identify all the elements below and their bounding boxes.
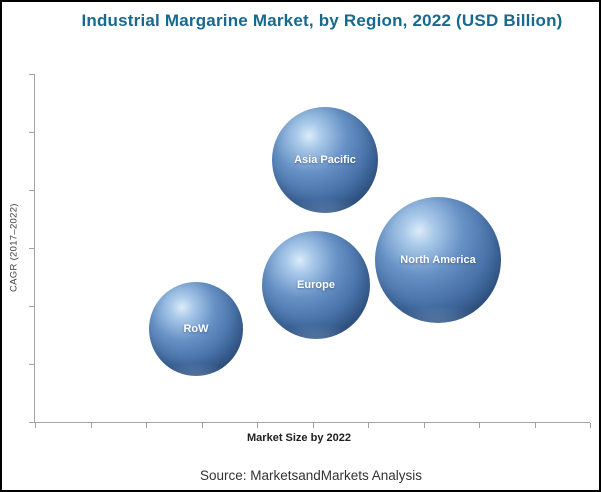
y-axis-line bbox=[34, 74, 35, 422]
bubble-north-america: North America bbox=[375, 197, 501, 323]
y-axis-tick bbox=[29, 190, 34, 191]
x-axis-tick bbox=[368, 423, 369, 428]
x-axis-line bbox=[34, 422, 590, 423]
y-axis-tick bbox=[29, 364, 34, 365]
y-axis-tick bbox=[29, 422, 34, 423]
x-axis-tick bbox=[257, 423, 258, 428]
y-axis-tick bbox=[29, 248, 34, 249]
bubble-label: Asia Pacific bbox=[294, 154, 356, 166]
x-axis-tick bbox=[35, 423, 36, 428]
x-axis-title: Market Size by 2022 bbox=[247, 432, 351, 444]
bubble-label: RoW bbox=[183, 323, 209, 335]
y-axis-tick bbox=[29, 132, 34, 133]
y-axis-tick bbox=[29, 306, 34, 307]
bubble-label: North America bbox=[400, 254, 476, 266]
x-axis-tick bbox=[202, 423, 203, 428]
x-axis-tick bbox=[535, 423, 536, 428]
source-note: Source: MarketsandMarkets Analysis bbox=[199, 468, 423, 483]
bubble-asia-pacific: Asia Pacific bbox=[272, 107, 378, 213]
bubble-row: RoW bbox=[149, 282, 243, 376]
bubble-label: Europe bbox=[297, 279, 335, 291]
bubble-europe: Europe bbox=[262, 231, 370, 339]
chart-title: Industrial Margarine Market, by Region, … bbox=[81, 11, 563, 30]
x-axis-tick bbox=[313, 423, 314, 428]
x-axis-tick bbox=[146, 423, 147, 428]
x-axis-tick bbox=[479, 423, 480, 428]
x-axis-tick bbox=[91, 423, 92, 428]
plot-area: Asia Pacific North America Europe RoW bbox=[29, 74, 591, 428]
x-axis-tick bbox=[590, 423, 591, 428]
x-axis-tick bbox=[424, 423, 425, 428]
y-axis-tick bbox=[29, 74, 34, 75]
y-axis-title: CAGR (2017–2022) bbox=[8, 203, 20, 293]
